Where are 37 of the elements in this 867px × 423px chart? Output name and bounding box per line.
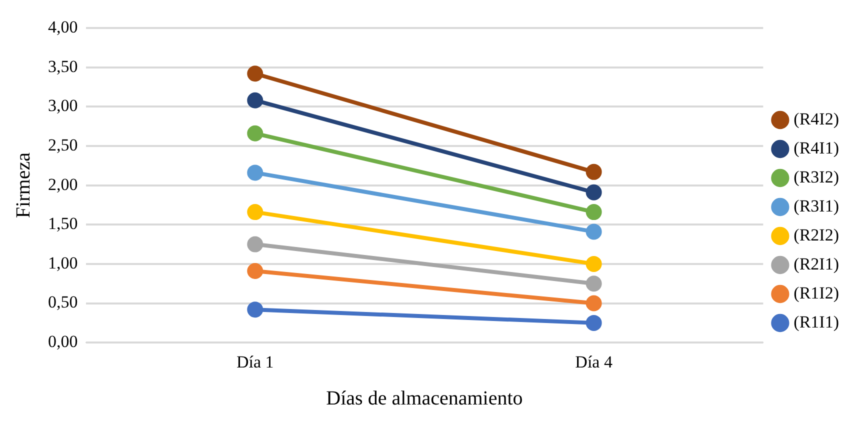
y-tick-label: 4,00 [48,17,78,36]
y-tick-label: 0,50 [48,292,78,312]
point [247,164,264,181]
point [247,204,264,220]
y-tick-label: 3,50 [48,56,78,76]
x-tick-label: Día 1 [236,352,274,372]
legend-label: (R4I2) [794,109,840,128]
legend-label: (R4I1) [794,138,840,158]
legend-label: (R3I1) [794,196,840,216]
y-tick-label: 2,00 [48,174,78,194]
point [586,164,602,180]
y-tick-label: 3,00 [48,96,78,116]
legend-label: (R1I2) [794,283,840,302]
point [247,125,264,142]
point [586,314,602,331]
point [247,236,264,252]
point [247,302,264,318]
point [247,92,264,108]
point [247,263,264,280]
point [586,276,602,292]
x-tick-label: Día 4 [575,352,613,372]
point [247,66,264,82]
y-axis-title: Firmeza [12,152,34,218]
legend-label: (R1I1) [794,312,840,332]
point [586,184,602,200]
legend-label: (R2I2) [794,225,840,244]
point [586,224,602,240]
y-tick-label: 0,00 [48,332,78,352]
legend-label: (R2I1) [794,254,840,274]
point [586,204,602,220]
point [586,295,602,312]
y-tick-label: 1,50 [48,214,78,234]
y-tick-label: 2,50 [48,135,78,154]
y-tick-label: 1,00 [48,253,78,272]
x-axis-title: Días de almacenamiento [326,387,523,410]
legend-label: (R3I2) [794,167,840,186]
point [586,256,602,272]
